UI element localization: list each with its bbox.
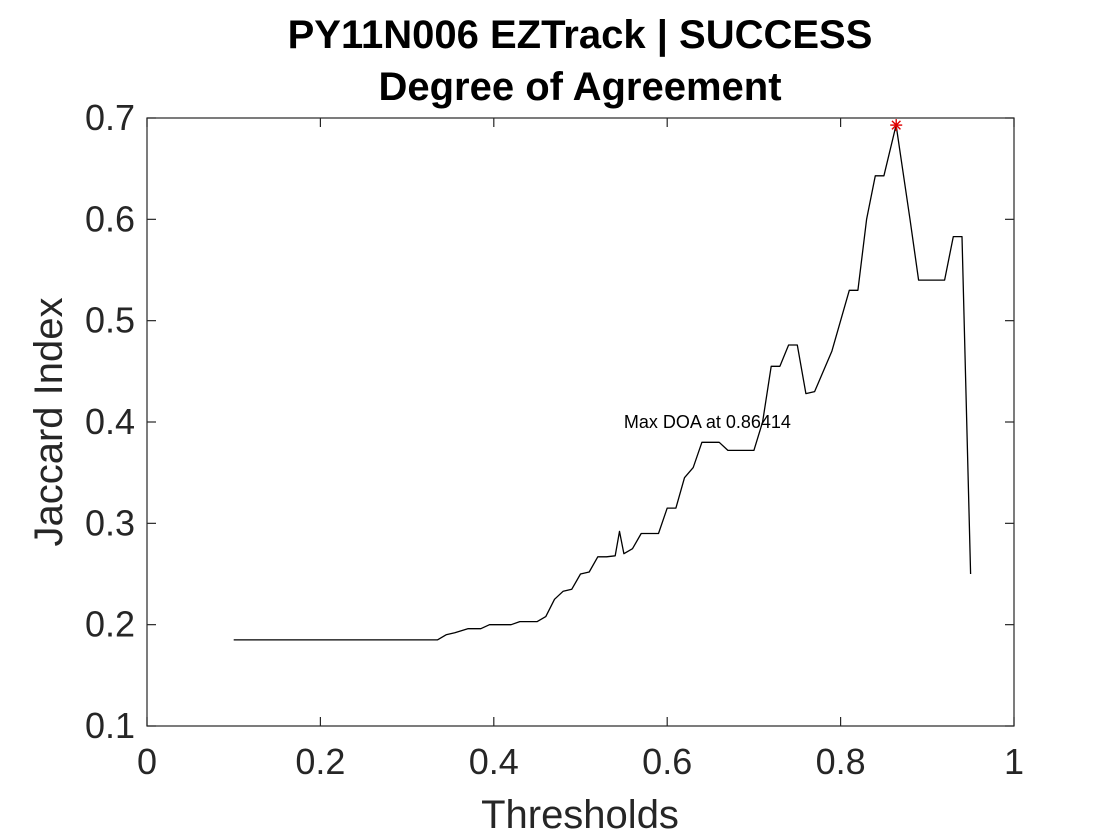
y-tick-label: 0.1 (85, 705, 135, 746)
chart-title: PY11N006 EZTrack | SUCCESS (288, 13, 873, 57)
x-tick-label: 0.8 (816, 741, 866, 782)
max-doa-annotation: Max DOA at 0.86414 (624, 412, 791, 432)
plot-area-frame (146, 117, 1015, 727)
max-point-marker-stroke (891, 120, 901, 130)
y-tick-label: 0.7 (85, 97, 135, 138)
x-tick-label: 0.2 (295, 741, 345, 782)
y-tick-label: 0.4 (85, 401, 135, 442)
x-tick-label: 0.6 (642, 741, 692, 782)
x-tick-label: 1 (1004, 741, 1024, 782)
y-axis-label: Jaccard Index (27, 297, 71, 546)
x-tick-label: 0 (137, 741, 157, 782)
series-line-jaccard (233, 124, 972, 641)
y-axis-ticks: 0.1 0.2 0.3 0.4 0.5 0.6 0.7 (85, 97, 1014, 746)
chart-subtitle: Degree of Agreement (378, 65, 781, 109)
y-tick-label: 0.6 (85, 198, 135, 239)
x-tick-label: 0.4 (469, 741, 519, 782)
max-point-marker (890, 119, 903, 132)
y-tick-label: 0.3 (85, 502, 135, 543)
x-axis-label: Thresholds (481, 793, 679, 837)
y-tick-label: 0.5 (85, 300, 135, 341)
y-tick-label: 0.2 (85, 604, 135, 645)
x-axis-ticks: 0 0.2 0.4 0.6 0.8 1 (137, 118, 1024, 782)
